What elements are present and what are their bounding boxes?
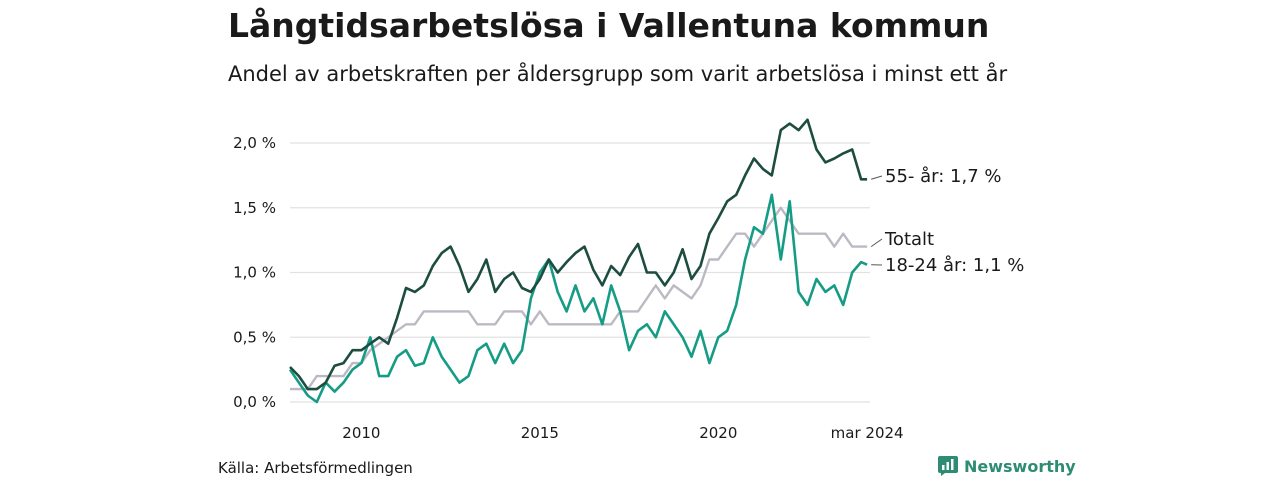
- series-line-youth: [288, 193, 868, 404]
- y-tick-label: 2,0 %: [233, 134, 276, 152]
- y-tick-label: 0,0 %: [233, 393, 276, 411]
- series-label-youth: 18-24 år: 1,1 %: [885, 255, 1024, 276]
- label-leader-senior: [871, 175, 883, 180]
- x-tick-label: mar 2024: [831, 424, 904, 442]
- series-label-total: Totalt: [884, 229, 934, 250]
- label-leader-total: [870, 238, 883, 248]
- x-tick-label: 2010: [342, 424, 380, 442]
- y-tick-label: 1,0 %: [233, 264, 276, 282]
- y-tick-label: 1,5 %: [233, 199, 276, 217]
- brand-logo: Newsworthy: [938, 456, 1076, 476]
- x-tick-label: 2020: [699, 424, 737, 442]
- series-line-senior: [289, 118, 868, 391]
- chart-subtitle: Andel av arbetskraften per åldersgrupp s…: [228, 62, 1008, 86]
- chart-title: Långtidsarbetslösa i Vallentuna kommun: [228, 6, 990, 45]
- series-lines: [288, 118, 868, 404]
- source-note: Källa: Arbetsförmedlingen: [218, 459, 413, 477]
- brand-name: Newsworthy: [964, 456, 1076, 476]
- series-labels: Totalt 18-24 år: 1,1 % 55- år: 1,7 %: [870, 166, 1024, 276]
- y-axis-labels: 0,0 % 0,5 % 1,0 % 1,5 % 2,0 %: [233, 134, 276, 411]
- newsworthy-logo-icon: [938, 456, 958, 476]
- series-label-senior: 55- år: 1,7 %: [885, 166, 1001, 187]
- x-axis-labels: 2010 2015 2020 mar 2024: [342, 424, 903, 442]
- x-tick-label: 2015: [521, 424, 559, 442]
- y-tick-label: 0,5 %: [233, 328, 276, 346]
